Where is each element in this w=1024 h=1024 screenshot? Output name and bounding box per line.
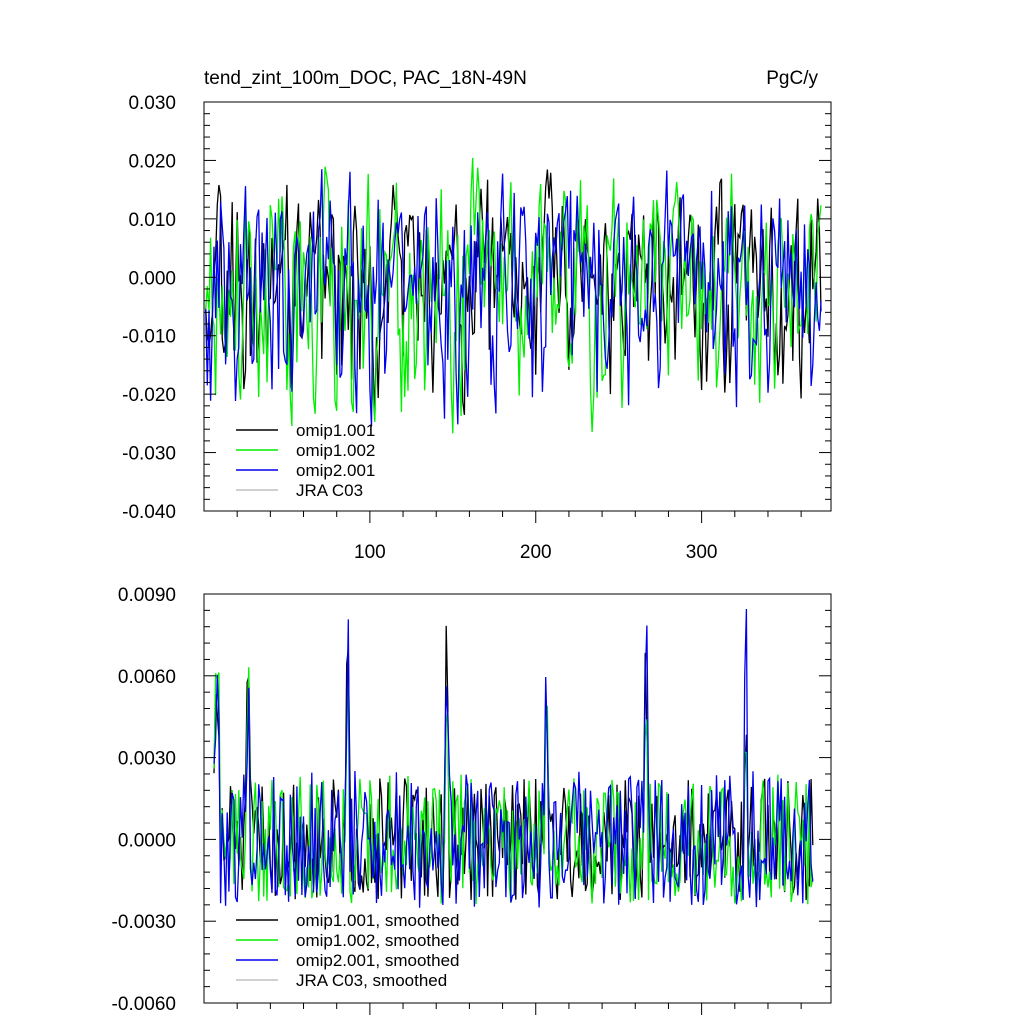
series-line-1-2 bbox=[213, 608, 814, 908]
y-tick-label: 0.000 bbox=[128, 268, 176, 289]
y-tick-label: 0.020 bbox=[128, 151, 176, 172]
bottom-plot-frame bbox=[203, 593, 832, 1004]
y-tick-label: 0.010 bbox=[128, 210, 176, 231]
top-panel-units: PgC/y bbox=[766, 68, 818, 89]
legend-label: omip2.001, smoothed bbox=[296, 951, 460, 970]
y-tick-label: 0.0000 bbox=[118, 830, 176, 851]
legend-label: omip1.001 bbox=[296, 421, 375, 440]
top-plot-frame bbox=[203, 101, 832, 512]
x-tick-label: 100 bbox=[354, 542, 386, 563]
y-tick-label: -0.040 bbox=[122, 502, 176, 523]
legend-label: JRA C03 bbox=[296, 481, 363, 500]
y-tick-label: -0.0030 bbox=[112, 912, 176, 933]
top-panel: tend_zint_100m_DOC, PAC_18N-49N PgC/y -0… bbox=[122, 68, 832, 563]
legend-label: omip1.002 bbox=[296, 441, 375, 460]
top-panel-title: tend_zint_100m_DOC, PAC_18N-49N bbox=[204, 68, 527, 89]
top-series-lines bbox=[205, 157, 822, 434]
top-axis-ticks: -0.040 -0.030 -0.020 -0.010 0.000 0.010 0.020 0… bbox=[122, 93, 831, 563]
y-tick-label: -0.010 bbox=[122, 327, 176, 348]
bottom-series-lines bbox=[213, 608, 814, 908]
y-tick-label: 0.0090 bbox=[118, 585, 176, 606]
y-tick-label: 0.0060 bbox=[118, 667, 176, 688]
bottom-panel: -0.0060 -0.0030 0.0000 0.0030 0.0060 0.0090 o… bbox=[112, 585, 832, 1015]
legend-label: omip2.001 bbox=[296, 461, 375, 480]
y-tick-label: -0.030 bbox=[122, 444, 176, 465]
y-tick-label: 0.0030 bbox=[118, 749, 176, 770]
x-tick-label: 200 bbox=[520, 542, 552, 563]
series-line-0-0 bbox=[205, 169, 822, 417]
series-line-0-2 bbox=[205, 169, 822, 427]
y-tick-label: 0.030 bbox=[128, 93, 176, 114]
legend-label: omip1.001, smoothed bbox=[296, 911, 460, 930]
legend-label: JRA C03, smoothed bbox=[296, 971, 447, 990]
legend-label: omip1.002, smoothed bbox=[296, 931, 460, 950]
y-tick-label: -0.020 bbox=[122, 385, 176, 406]
x-tick-label: 300 bbox=[686, 542, 718, 563]
series-line-0-1 bbox=[205, 157, 822, 434]
y-tick-label: -0.0060 bbox=[112, 994, 176, 1015]
bottom-axis-ticks: -0.0060 -0.0030 0.0000 0.0030 0.0060 0.0090 bbox=[112, 585, 831, 1015]
